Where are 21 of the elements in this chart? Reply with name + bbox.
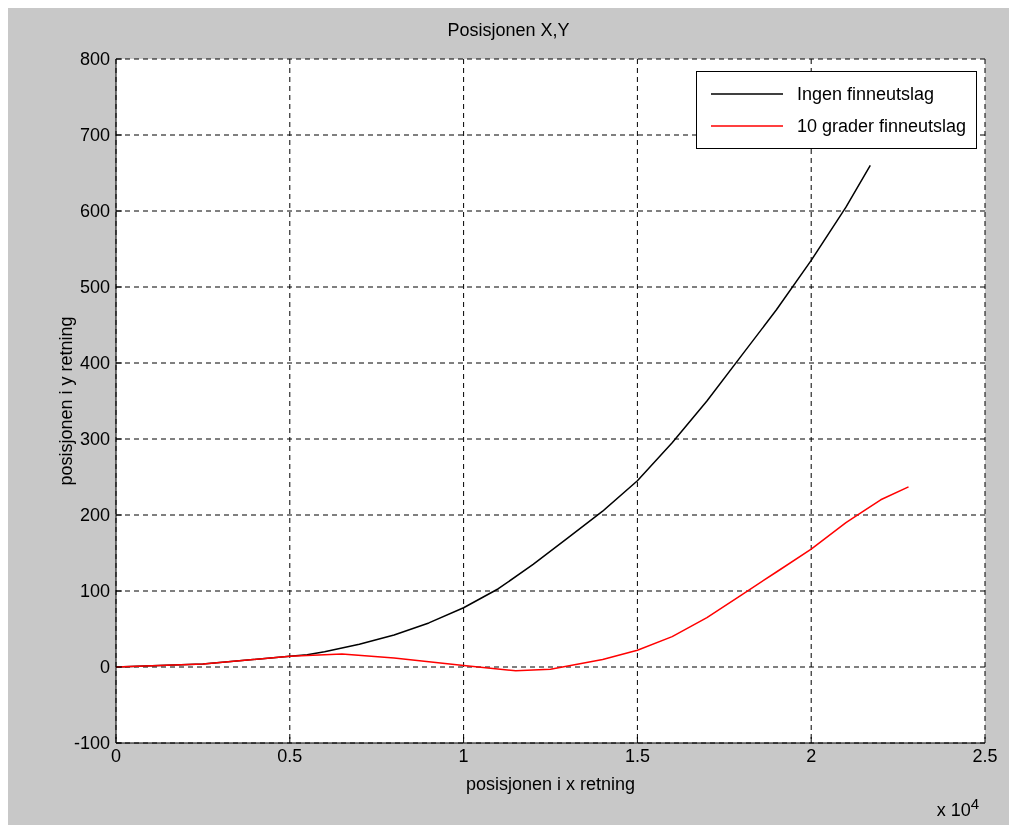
y-tick-label: 400 xyxy=(79,353,110,374)
chart-title: Posisjonen X,Y xyxy=(446,20,571,41)
y-tick-label: 100 xyxy=(79,581,110,602)
y-tick-label: 500 xyxy=(79,277,110,298)
legend-label: 10 grader finneutslag xyxy=(796,115,966,137)
y-tick-label: 700 xyxy=(79,125,110,146)
y-tick-label: 0 xyxy=(99,657,110,678)
legend-label: Ingen finneutslag xyxy=(796,83,934,105)
y-tick-label: -100 xyxy=(73,733,110,754)
x-tick-label: 2 xyxy=(806,745,817,766)
x-axis-title: posisjonen i x retning xyxy=(465,773,636,794)
y-tick-label: 200 xyxy=(79,505,110,526)
y-tick-label: 600 xyxy=(79,201,110,222)
text: x 10$^{4}$ xyxy=(936,795,979,820)
y-tick-label: 800 xyxy=(79,49,110,70)
x-tick-label: 1 xyxy=(458,745,469,766)
x-tick-label: 0.5 xyxy=(277,745,303,766)
x-tick-label: 1.5 xyxy=(624,745,650,766)
y-tick-label: 300 xyxy=(79,429,110,450)
x-tick-label: 2.5 xyxy=(972,745,998,766)
y-axis-title: posisjonen i y retning xyxy=(56,316,77,486)
